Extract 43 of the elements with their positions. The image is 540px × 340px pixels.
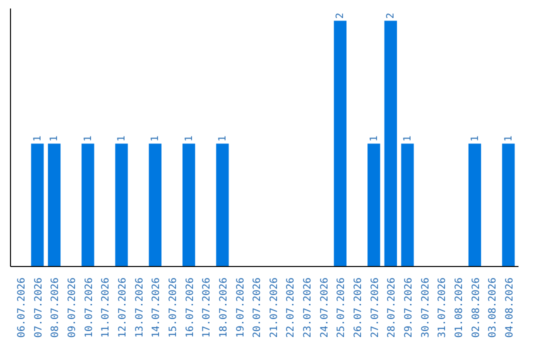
x-tick-label: 01.08.2026 (454, 277, 465, 338)
x-tick-label: 11.07.2026 (100, 277, 112, 338)
x-tick-label: 06.07.2026 (16, 277, 28, 338)
x-tick-label: 22.07.2026 (286, 277, 297, 338)
x-tick-label: 12.07.2026 (118, 277, 129, 338)
x-tick-label: 13.07.2026 (134, 277, 146, 338)
data-label: 1 (32, 136, 44, 142)
data-label: 1 (217, 136, 228, 142)
data-label: 1 (470, 136, 481, 142)
x-tick-label: 29.07.2026 (403, 277, 414, 338)
x-tick-label: 28.07.2026 (386, 277, 398, 338)
x-tick-label: 14.07.2026 (151, 277, 162, 338)
x-tick-label: 26.07.2026 (353, 277, 364, 338)
x-tick-label: 10.07.2026 (84, 277, 95, 338)
x-tick-label: 30.07.2026 (420, 277, 432, 338)
x-tick-label: 25.07.2026 (336, 277, 348, 338)
data-label: 1 (82, 136, 94, 142)
x-tick-label: 08.07.2026 (50, 277, 62, 338)
data-label: 1 (503, 136, 514, 142)
x-tick-label: 16.07.2026 (184, 277, 196, 338)
x-tick-label: 17.07.2026 (202, 277, 213, 338)
x-tick-label: 04.08.2026 (504, 277, 516, 338)
x-tick-label: 21.07.2026 (268, 277, 280, 338)
x-tick-label: 07.07.2026 (33, 277, 44, 338)
data-label: 1 (116, 136, 128, 142)
x-tick-label: 23.07.2026 (302, 277, 314, 338)
data-label: 1 (49, 136, 60, 142)
data-label: 1 (184, 136, 195, 142)
x-tick-label: 27.07.2026 (370, 277, 381, 338)
x-tick-label: 24.07.2026 (319, 277, 330, 338)
x-tick-label: 02.08.2026 (470, 277, 482, 338)
data-label: 2 (386, 12, 397, 19)
x-tick-label: 15.07.2026 (168, 277, 179, 338)
x-tick-label: 31.07.2026 (437, 277, 448, 338)
data-label: 1 (368, 136, 380, 142)
x-tick-label: 18.07.2026 (218, 277, 230, 338)
x-tick-label: 20.07.2026 (252, 277, 264, 338)
data-label: 1 (402, 136, 414, 142)
data-label: 1 (150, 136, 162, 142)
data-label: 2 (335, 12, 346, 19)
x-tick-label: 19.07.2026 (235, 277, 246, 338)
x-tick-label: 03.08.2026 (488, 277, 499, 338)
x-tick-label: 09.07.2026 (67, 277, 78, 338)
